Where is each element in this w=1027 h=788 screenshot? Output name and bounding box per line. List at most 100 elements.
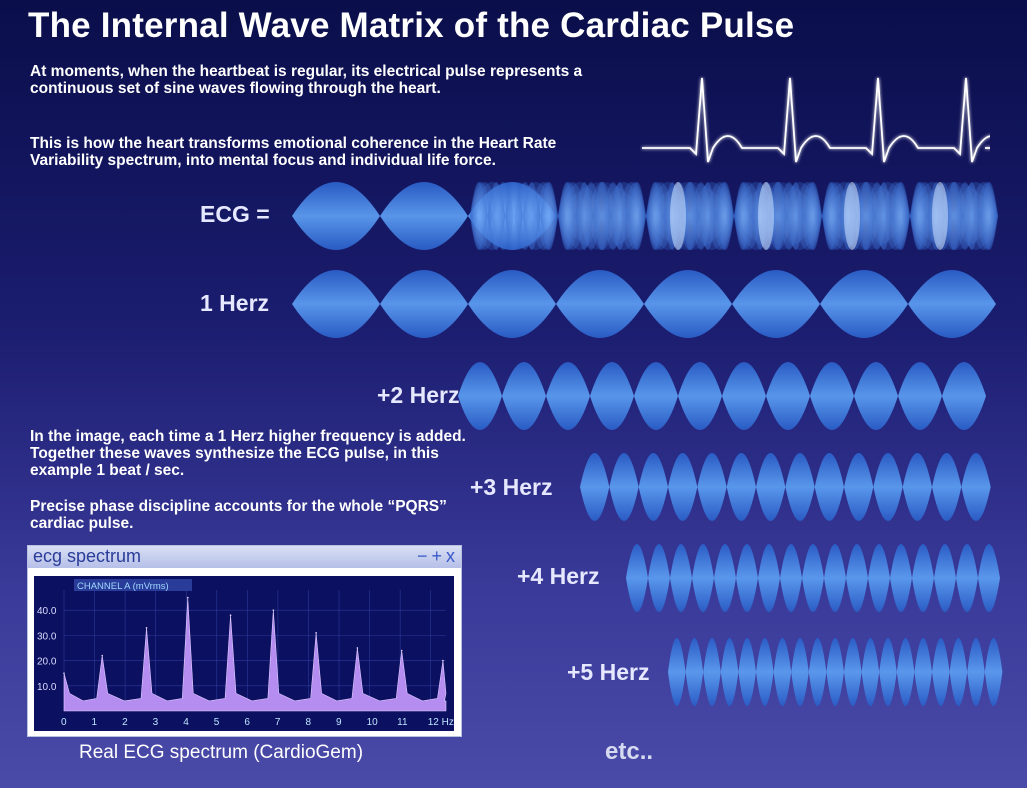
spectrum-caption: Real ECG spectrum (CardioGem) — [79, 742, 364, 763]
wave-lobe-5hz — [738, 638, 756, 706]
wave-lobe-1hz — [380, 270, 468, 338]
wave-lobe-4hz — [692, 544, 714, 612]
spectrum-x-tick: 7 — [275, 717, 281, 728]
wave-lobe-3hz — [844, 453, 874, 521]
wave-lobe-2hz — [722, 362, 766, 430]
wave-lobe-ecg-overlay — [734, 182, 752, 250]
wave-lobe-ecg-overlay — [874, 182, 893, 250]
row-label-1hz: 1 Herz — [200, 290, 270, 316]
wave-lobe-2hz — [634, 362, 678, 430]
spectrum-x-tick: 6 — [244, 717, 250, 728]
channel-label-box — [74, 579, 192, 591]
spectrum-peak — [356, 647, 359, 649]
wave-lobe-5hz — [685, 638, 704, 706]
etc-label: etc.. — [605, 738, 654, 765]
wave-lobe-2hz — [942, 362, 986, 430]
wave-lobe-4hz — [714, 544, 736, 612]
wave-lobe-4hz — [846, 544, 868, 612]
wave-lobe-ecg — [380, 182, 468, 250]
wave-lobe-5hz — [914, 638, 932, 706]
spectrum-chart: 10.0 20.0 30.0 40.0 0 1 2 3 4 5 6 7 8 9 10 11 12 Hz CHAN… — [34, 576, 454, 731]
wave-lobe-4hz — [934, 544, 956, 612]
explain-paragraph-2: Precise phase discipline accounts for th… — [30, 498, 447, 532]
spectrum-window-titlebar[interactable]: ecg spectrum − + x — [28, 546, 461, 568]
wave-lobe-5hz — [791, 638, 809, 706]
wave-lobe-2hz — [898, 362, 942, 430]
spectrum-x-tick: 8 — [305, 717, 311, 728]
wave-lobe-3hz — [932, 453, 962, 521]
wave-lobe-ecg-overlay — [804, 182, 822, 250]
maximize-button[interactable]: + — [431, 546, 442, 566]
wave-lobe-3hz — [580, 453, 610, 521]
wave-lobe-3hz — [961, 453, 991, 521]
wave-lobe-5hz — [720, 638, 739, 706]
wave-lobe-1hz — [468, 270, 556, 338]
wave-lobe-ecg-overlay — [610, 182, 629, 250]
wave-lobe-ecg-overlay — [980, 182, 998, 250]
wave-lobe-1hz — [644, 270, 732, 338]
wave-lobe-5hz — [896, 638, 915, 706]
spectrum-window: ecg spectrum − + x 10.0 20.0 30.0 40.0 0 1 2 3 4 5 6… — [27, 545, 462, 737]
wave-lobe-ecg-overlay — [945, 182, 963, 250]
explain-paragraph-1: In the image, each time a 1 Herz higher … — [30, 428, 466, 479]
wave-lobe-ecg-overlay — [716, 182, 734, 250]
spectrum-peak — [442, 659, 444, 662]
wave-lobe-ecg-overlay — [505, 182, 523, 250]
wave-lobe-ecg-overlay — [646, 182, 664, 250]
wave-lobe-5hz — [808, 638, 827, 706]
wave-lobe-5hz — [703, 638, 721, 706]
wave-lobe-ecg-overlay — [786, 182, 805, 250]
wave-lobe-3hz — [726, 453, 756, 521]
wave-lobe-ecg-overlay — [857, 182, 875, 250]
wave-lobe-1hz — [292, 270, 380, 338]
spectrum-x-tick: 5 — [214, 717, 220, 728]
wave-lobe-5hz — [756, 638, 774, 706]
row-label-2hz: +2 Herz — [377, 382, 460, 408]
wave-lobe-4hz — [978, 544, 1000, 612]
wave-lobe-ecg-overlay — [962, 182, 981, 250]
spectrum-peak — [63, 672, 65, 674]
wave-lobe-1hz — [732, 270, 820, 338]
ecg-beat-highlight — [844, 182, 860, 250]
spectrum-x-tick: 1 — [92, 717, 98, 728]
spectrum-x-tick: 12 Hz — [428, 717, 454, 728]
spectrum-y-tick: 20.0 — [37, 657, 57, 668]
wave-lobe-ecg-overlay — [910, 182, 928, 250]
close-button[interactable]: x — [446, 546, 455, 566]
wave-lobe-1hz — [556, 270, 644, 338]
wave-lobe-3hz — [609, 453, 639, 521]
wave-lobe-5hz — [984, 638, 1003, 706]
wave-lobe-ecg-overlay — [575, 182, 594, 250]
spectrum-x-tick: 4 — [183, 717, 189, 728]
wave-lobe-1hz — [908, 270, 996, 338]
spectrum-peak — [400, 649, 403, 652]
wave-lobe-ecg-overlay — [892, 182, 910, 250]
wave-lobe-ecg-overlay — [628, 182, 646, 250]
wave-lobe-4hz — [780, 544, 802, 612]
wave-lobe-ecg-overlay — [822, 182, 840, 250]
spectrum-y-tick: 40.0 — [37, 606, 57, 617]
wave-lobe-5hz — [879, 638, 897, 706]
spectrum-x-tick: 2 — [122, 717, 128, 728]
wave-lobe-3hz — [756, 453, 786, 521]
minimize-button[interactable]: − — [416, 546, 428, 566]
wave-lobe-ecg-overlay — [470, 182, 488, 250]
spectrum-y-tick: 10.0 — [37, 682, 57, 693]
wave-lobe-ecg-overlay — [698, 182, 717, 250]
wave-lobe-ecg-overlay — [540, 182, 558, 250]
wave-lobe-ecg — [292, 182, 380, 250]
spectrum-x-tick: 9 — [336, 717, 342, 728]
row-label-3hz: +3 Herz — [470, 474, 553, 500]
row-label-5hz: +5 Herz — [567, 659, 650, 685]
wave-lobe-3hz — [873, 453, 903, 521]
row-label-ecg: ECG = — [200, 201, 270, 227]
intro-paragraph-1: At moments, when the heartbeat is regula… — [30, 63, 583, 97]
wave-lobe-2hz — [546, 362, 590, 430]
wave-lobe-4hz — [802, 544, 824, 612]
wave-lobe-5hz — [861, 638, 880, 706]
intro-paragraph-2: This is how the heart transforms emotion… — [30, 135, 557, 169]
wave-lobe-2hz — [766, 362, 810, 430]
wave-lobe-3hz — [902, 453, 932, 521]
wave-lobe-2hz — [590, 362, 634, 430]
